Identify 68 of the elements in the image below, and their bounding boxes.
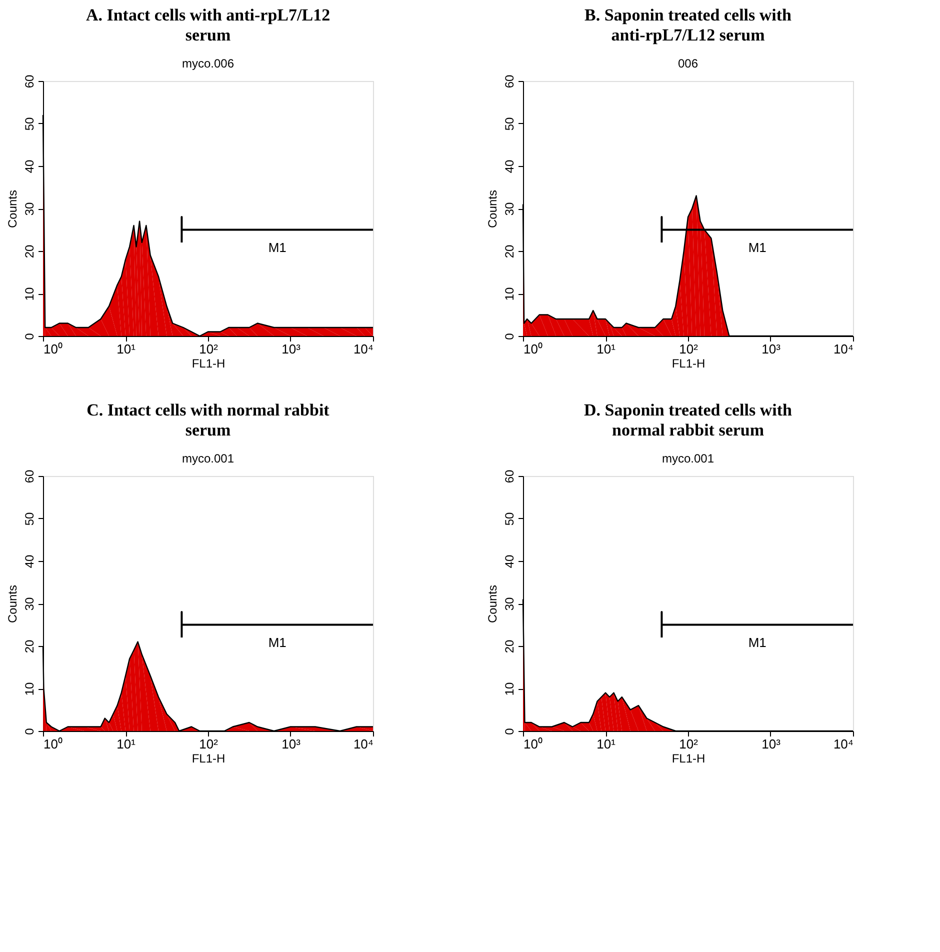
x-tick-label: 10³ bbox=[282, 736, 302, 752]
annotation: M1 bbox=[268, 240, 286, 255]
x-tick-label: 10³ bbox=[762, 342, 782, 356]
y-tick-label: 30 bbox=[22, 202, 36, 216]
chart-subtitle: myco.006 bbox=[182, 56, 234, 70]
x-tick-label: 10³ bbox=[282, 342, 302, 356]
chart-title: B. Saponin treated cells with anti-rpL7/L12 serum bbox=[584, 5, 792, 44]
x-tick-label: 10¹ bbox=[116, 342, 136, 356]
x-tick-label: 10² bbox=[679, 342, 699, 356]
annotation: M1 bbox=[748, 634, 766, 650]
y-tick-label: 40 bbox=[22, 160, 36, 174]
x-axis-title: FL1-H bbox=[192, 356, 226, 370]
chart-title: A. Intact cells with anti-rpL7/L12 serum bbox=[86, 5, 330, 44]
y-tick-label: 0 bbox=[502, 332, 516, 340]
y-tick-label: 60 bbox=[22, 74, 36, 88]
y-tick-label: 20 bbox=[502, 640, 516, 654]
y-tick-label: 0 bbox=[502, 728, 516, 735]
x-axis-title: FL1-H bbox=[672, 356, 706, 370]
chart-title: C. Intact cells with normal rabbit serum bbox=[86, 400, 330, 440]
x-tick-label: 10⁴ bbox=[353, 342, 374, 356]
annotation: M1 bbox=[268, 634, 286, 650]
y-tick-label: 40 bbox=[22, 554, 36, 568]
x-tick-label: 10¹ bbox=[596, 736, 616, 752]
chart-title: D. Saponin treated cells with normal rabbit serum bbox=[584, 400, 793, 440]
x-tick-label: 10³ bbox=[762, 736, 782, 752]
x-axis-title: FL1-H bbox=[192, 752, 226, 766]
x-tick-label: 10⁰ bbox=[44, 736, 63, 752]
y-tick-label: 10 bbox=[22, 682, 36, 696]
annotation: M1 bbox=[748, 240, 766, 255]
y-axis-title: Counts bbox=[486, 584, 500, 624]
y-tick-label: 20 bbox=[22, 244, 36, 258]
x-tick-label: 10² bbox=[199, 342, 219, 356]
y-tick-label: 50 bbox=[22, 512, 36, 526]
y-tick-label: 50 bbox=[502, 512, 516, 526]
y-tick-label: 60 bbox=[502, 470, 516, 484]
y-axis-title: Counts bbox=[6, 584, 20, 624]
y-tick-label: 0 bbox=[22, 728, 36, 735]
y-tick-label: 30 bbox=[502, 597, 516, 611]
x-tick-label: 10⁰ bbox=[524, 736, 543, 752]
chart-subtitle: myco.001 bbox=[182, 451, 234, 466]
y-tick-label: 50 bbox=[502, 117, 516, 131]
x-tick-label: 10¹ bbox=[116, 736, 136, 752]
y-tick-label: 10 bbox=[502, 682, 516, 696]
x-tick-label: 10² bbox=[679, 736, 699, 752]
y-tick-label: 20 bbox=[502, 244, 516, 258]
y-tick-label: 60 bbox=[502, 74, 516, 88]
chart-subtitle: myco.001 bbox=[662, 451, 714, 466]
x-tick-label: 10⁴ bbox=[353, 736, 374, 752]
y-tick-label: 40 bbox=[502, 554, 516, 568]
x-tick-label: 10⁴ bbox=[833, 342, 854, 356]
x-tick-label: 10² bbox=[199, 736, 219, 752]
y-tick-label: 30 bbox=[22, 597, 36, 611]
y-tick-label: 10 bbox=[22, 287, 36, 301]
y-tick-label: 20 bbox=[22, 640, 36, 654]
y-tick-label: 40 bbox=[502, 160, 516, 174]
y-axis-title: Counts bbox=[6, 190, 20, 228]
x-tick-label: 10⁰ bbox=[44, 342, 63, 356]
x-tick-label: 10⁴ bbox=[833, 736, 854, 752]
y-tick-label: 10 bbox=[502, 287, 516, 301]
x-tick-label: 10¹ bbox=[596, 342, 616, 356]
y-tick-label: 30 bbox=[502, 202, 516, 216]
chart-subtitle: 006 bbox=[678, 56, 698, 70]
x-axis-title: FL1-H bbox=[672, 752, 706, 766]
y-tick-label: 0 bbox=[22, 332, 36, 340]
y-axis-title: Counts bbox=[486, 190, 500, 228]
y-tick-label: 60 bbox=[22, 470, 36, 484]
y-tick-label: 50 bbox=[22, 117, 36, 131]
x-tick-label: 10⁰ bbox=[524, 342, 543, 356]
